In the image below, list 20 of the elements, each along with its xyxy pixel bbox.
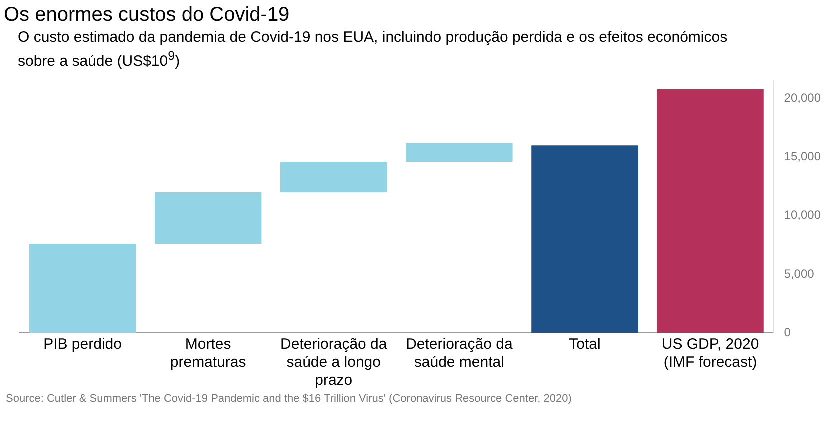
bar <box>280 162 388 192</box>
chart-title: Os enormes custos do Covid-19 <box>4 4 291 27</box>
x-tick-label: Deterioração da saúde mental <box>406 336 514 372</box>
y-tick-label: 10,000 <box>784 208 822 222</box>
x-tick-label: PIB perdido <box>44 336 122 354</box>
bar <box>29 244 136 333</box>
x-tick-label: Deterioração da saúde a longo prazo <box>280 336 388 390</box>
x-tick-label: US GDP, 2020 (IMF forecast) <box>662 336 760 372</box>
bar <box>657 89 764 333</box>
y-tick-label: 20,000 <box>784 91 822 106</box>
bar <box>532 146 638 333</box>
source-note: Source: Cutler & Summers 'The Covid-19 Pandemic and the $16 Trillion Virus' (Coronavirus Resource Center, 2020) <box>6 393 573 405</box>
bar <box>154 192 262 244</box>
bar <box>406 143 513 162</box>
chart-subtitle: O custo estimado da pandemia de Covid-19 nos EUA, incluindo produção perdida e os efeitos económicos sobre a saúde (US$10$^{9}$) <box>18 29 729 71</box>
y-tick-label: 0 <box>784 325 792 340</box>
y-tick-label: 5,000 <box>784 266 815 281</box>
x-tick-label: Total <box>569 336 601 354</box>
y-tick-label: 15,000 <box>784 150 822 164</box>
x-tick-label: Mortes prematuras <box>170 336 246 372</box>
